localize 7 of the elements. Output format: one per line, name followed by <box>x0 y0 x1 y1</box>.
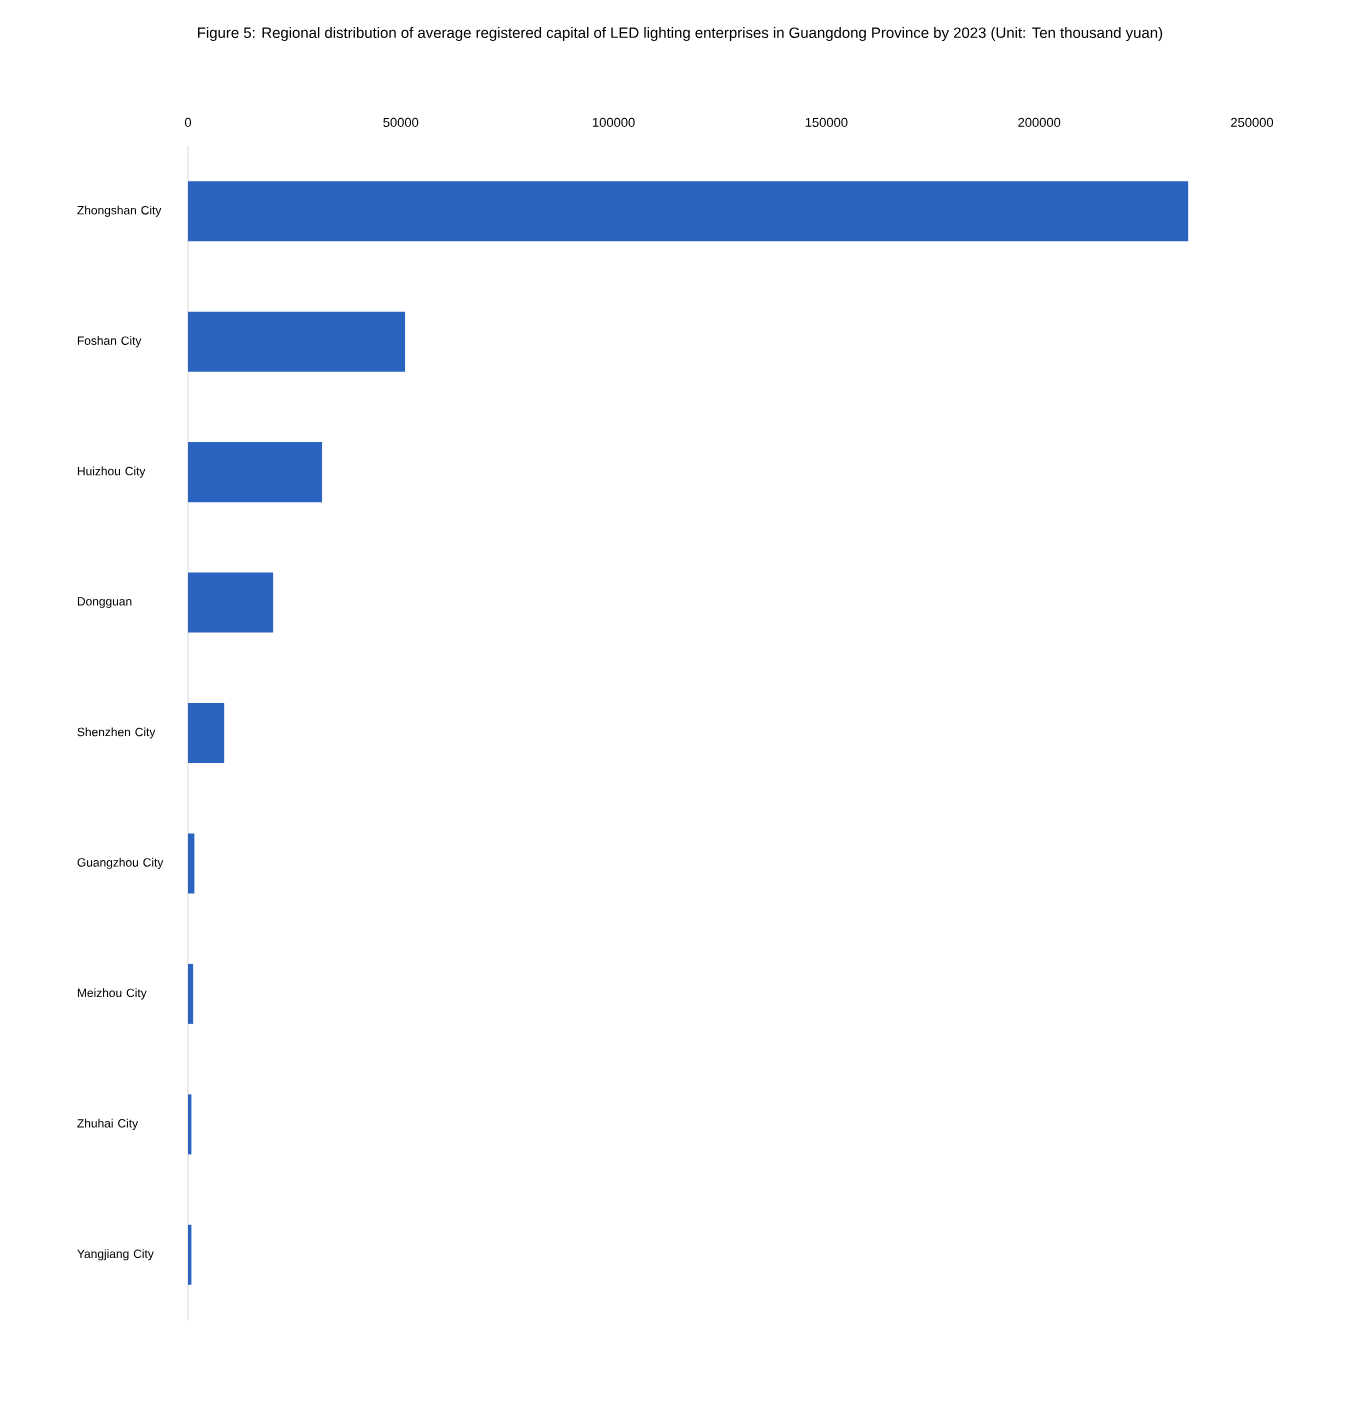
bar <box>188 963 194 1024</box>
bar <box>188 311 406 372</box>
bar <box>188 181 1189 242</box>
bar <box>188 833 195 894</box>
bar <box>188 442 323 503</box>
bar <box>188 703 225 764</box>
bar <box>188 572 274 633</box>
